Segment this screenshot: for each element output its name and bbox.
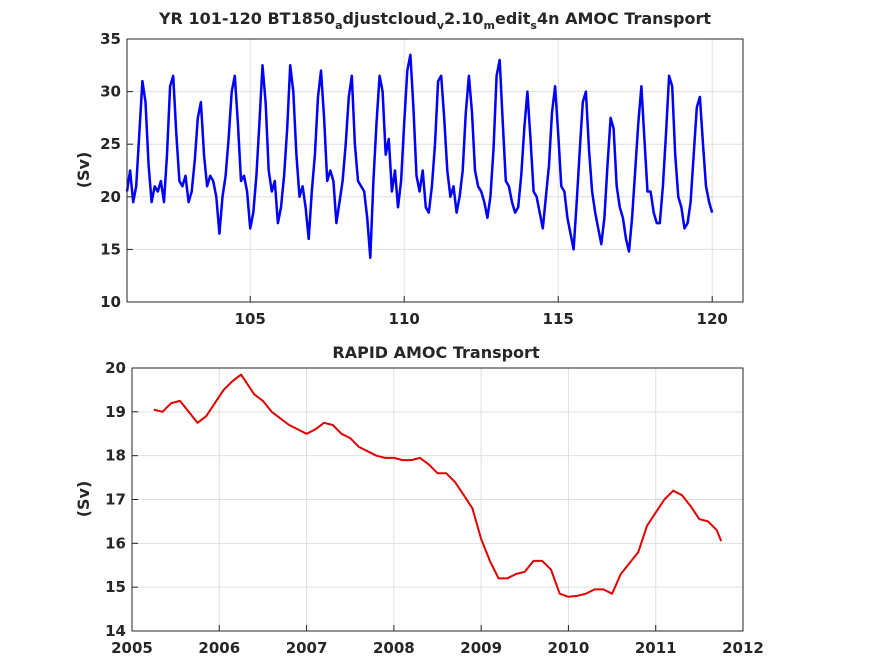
x-tick-label: 2008 bbox=[373, 639, 415, 656]
x-tick-label: 2011 bbox=[635, 639, 677, 656]
x-tick-label: 110 bbox=[389, 310, 420, 328]
model-amoc-series-line bbox=[125, 53, 714, 260]
y-tick-label: 20 bbox=[100, 188, 121, 206]
x-tick-label: 2005 bbox=[111, 639, 153, 656]
x-tick-label: 2012 bbox=[722, 639, 764, 656]
rapid-amoc-subplot: 2005 2006 2007 2008 2009 2010 2011 2012 14 15 16 17… bbox=[74, 343, 764, 656]
y-tick-label: 25 bbox=[100, 135, 121, 153]
y-tick-label: 15 bbox=[105, 578, 126, 596]
y-tick-label: 19 bbox=[105, 403, 126, 421]
x-tick-label: 105 bbox=[235, 310, 266, 328]
y-tick-label: 30 bbox=[100, 83, 121, 101]
y-tick-label: 20 bbox=[105, 359, 126, 377]
y-tick-label: 10 bbox=[100, 293, 121, 311]
y-tick-label: 35 bbox=[100, 30, 121, 48]
x-tick-label: 115 bbox=[543, 310, 574, 328]
plot-background bbox=[127, 39, 743, 302]
tick-labels: 2005 2006 2007 2008 2009 2010 2011 2012 14 15 16 17… bbox=[105, 359, 764, 656]
axes-box bbox=[126, 38, 744, 303]
x-tick-label: 120 bbox=[697, 310, 728, 328]
rapid-amoc-series-line bbox=[153, 373, 723, 598]
x-tick-label: 2007 bbox=[286, 639, 328, 656]
y-axis-label: (Sv) bbox=[74, 481, 93, 518]
x-tick-label: 2010 bbox=[548, 639, 590, 656]
chart-title: YR 101-120 BT1850adjustcloudv2.10medits4… bbox=[158, 9, 711, 32]
tick-marks bbox=[127, 38, 713, 303]
model-amoc-subplot: 105 110 115 120 10 15 20 25 30 35 YR 101-120 BT18… bbox=[74, 9, 744, 328]
x-tick-label: 2006 bbox=[198, 639, 240, 656]
chart-title: RAPID AMOC Transport bbox=[332, 343, 540, 362]
y-tick-label: 18 bbox=[105, 447, 126, 465]
x-tick-label: 2009 bbox=[460, 639, 502, 656]
y-tick-label: 14 bbox=[105, 622, 126, 640]
tick-marks bbox=[131, 367, 744, 632]
tick-labels: 105 110 115 120 10 15 20 25 30 35 bbox=[100, 30, 728, 328]
y-axis-label: (Sv) bbox=[74, 152, 93, 189]
y-tick-label: 15 bbox=[100, 240, 121, 258]
y-tick-label: 17 bbox=[105, 491, 126, 509]
y-tick-label: 16 bbox=[105, 534, 126, 552]
